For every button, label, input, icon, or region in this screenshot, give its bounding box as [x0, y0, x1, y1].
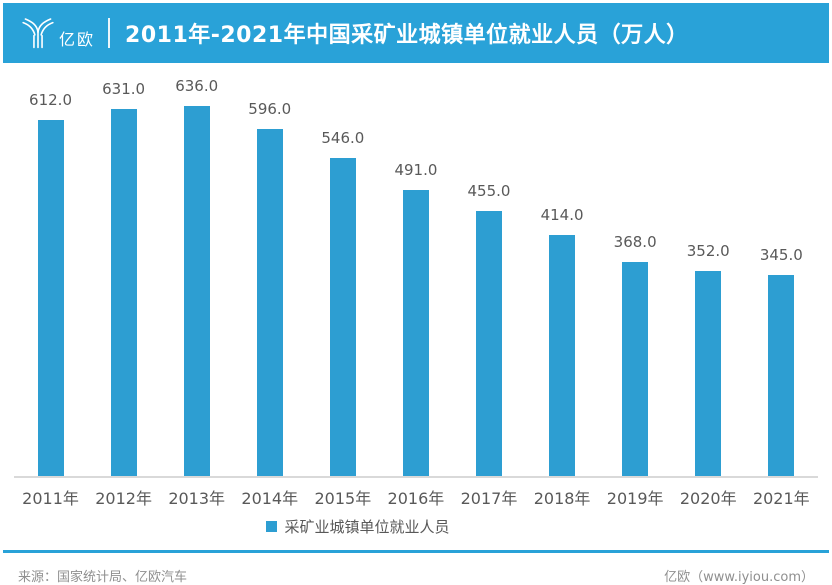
- source-text: 来源：国家统计局、亿欧汽车: [18, 570, 188, 585]
- x-axis: 2011年 2012年 2013年 2014年 2015年 2016年 2017年 2018年…: [14, 478, 818, 509]
- bar-value-label: 491.0: [394, 161, 438, 179]
- x-axis-label: 2013年: [168, 489, 226, 508]
- bar: [256, 129, 283, 476]
- x-axis-label: 2021年: [752, 489, 810, 508]
- bar-value-label: 368.0: [613, 233, 657, 251]
- bar-column: 631.0: [87, 80, 160, 476]
- site-link[interactable]: 亿欧（www.iyiou.com）: [664, 570, 814, 585]
- x-axis-label: 2012年: [95, 489, 152, 508]
- bar-column: 352.0: [672, 242, 745, 476]
- bar: [768, 275, 795, 476]
- bar-value-label: 631.0: [102, 80, 146, 98]
- footer-divider: [3, 550, 829, 553]
- bar-value-label: 612.0: [29, 91, 72, 109]
- bar-column: 612.0: [14, 91, 87, 476]
- legend: 采矿业城镇单位就业人员: [0, 516, 774, 537]
- bar: [37, 120, 64, 476]
- bar-column: 345.0: [745, 246, 818, 476]
- bar: [110, 109, 137, 476]
- bar-column: 455.0: [453, 182, 526, 476]
- bar: [402, 190, 429, 476]
- yiou-logo: 亿欧: [20, 15, 95, 51]
- x-axis-label: 2018年: [533, 489, 591, 508]
- bar-column: 368.0: [599, 233, 672, 476]
- bar-column: 546.0: [306, 129, 379, 476]
- bar-value-label: 414.0: [540, 206, 584, 224]
- bar: [329, 158, 356, 476]
- header-bar: 亿欧 2011年-2021年中国采矿业城镇单位就业人员（万人）: [3, 3, 829, 63]
- x-axis-label: 2017年: [460, 489, 518, 508]
- legend-label: 采矿业城镇单位就业人员: [284, 518, 450, 536]
- bar-value-label: 455.0: [467, 182, 511, 200]
- x-axis-label: 2015年: [314, 489, 372, 508]
- yiou-logo-text: 亿欧: [59, 30, 96, 49]
- bar-column: 596.0: [233, 100, 306, 476]
- bar-chart: 612.0 631.0 636.0 596.0 546.0 491.0 455.0 414.0…: [0, 63, 832, 537]
- bar: [622, 262, 649, 476]
- yiou-logo-icon: [22, 18, 54, 49]
- bar: [476, 211, 502, 476]
- bar-value-label: 345.0: [759, 246, 803, 264]
- legend-square-icon: [266, 521, 278, 532]
- bar-column: 414.0: [526, 206, 599, 476]
- bar-value-label: 352.0: [686, 242, 730, 260]
- bar: [695, 271, 722, 476]
- x-axis-label: 2016年: [387, 489, 445, 508]
- plot-area: 612.0 631.0 636.0 596.0 546.0 491.0 455.0 414.0…: [14, 63, 818, 478]
- x-axis-label: 2020年: [679, 489, 737, 508]
- x-axis-label: 2019年: [606, 489, 664, 508]
- page-title: 2011年-2021年中国采矿业城镇单位就业人员（万人）: [125, 23, 689, 48]
- header-divider: [108, 18, 111, 48]
- x-axis-label: 2011年: [22, 489, 79, 508]
- bar-column: 636.0: [160, 77, 233, 476]
- bar-value-label: 546.0: [321, 129, 365, 147]
- bar-value-label: 596.0: [248, 100, 292, 118]
- bar-column: 491.0: [379, 161, 452, 476]
- bar-value-label: 636.0: [175, 77, 219, 95]
- bar: [183, 106, 210, 476]
- x-axis-label: 2014年: [241, 489, 299, 508]
- bar: [549, 235, 576, 476]
- footer: 来源：国家统计局、亿欧汽车 亿欧（www.iyiou.com）: [0, 553, 832, 585]
